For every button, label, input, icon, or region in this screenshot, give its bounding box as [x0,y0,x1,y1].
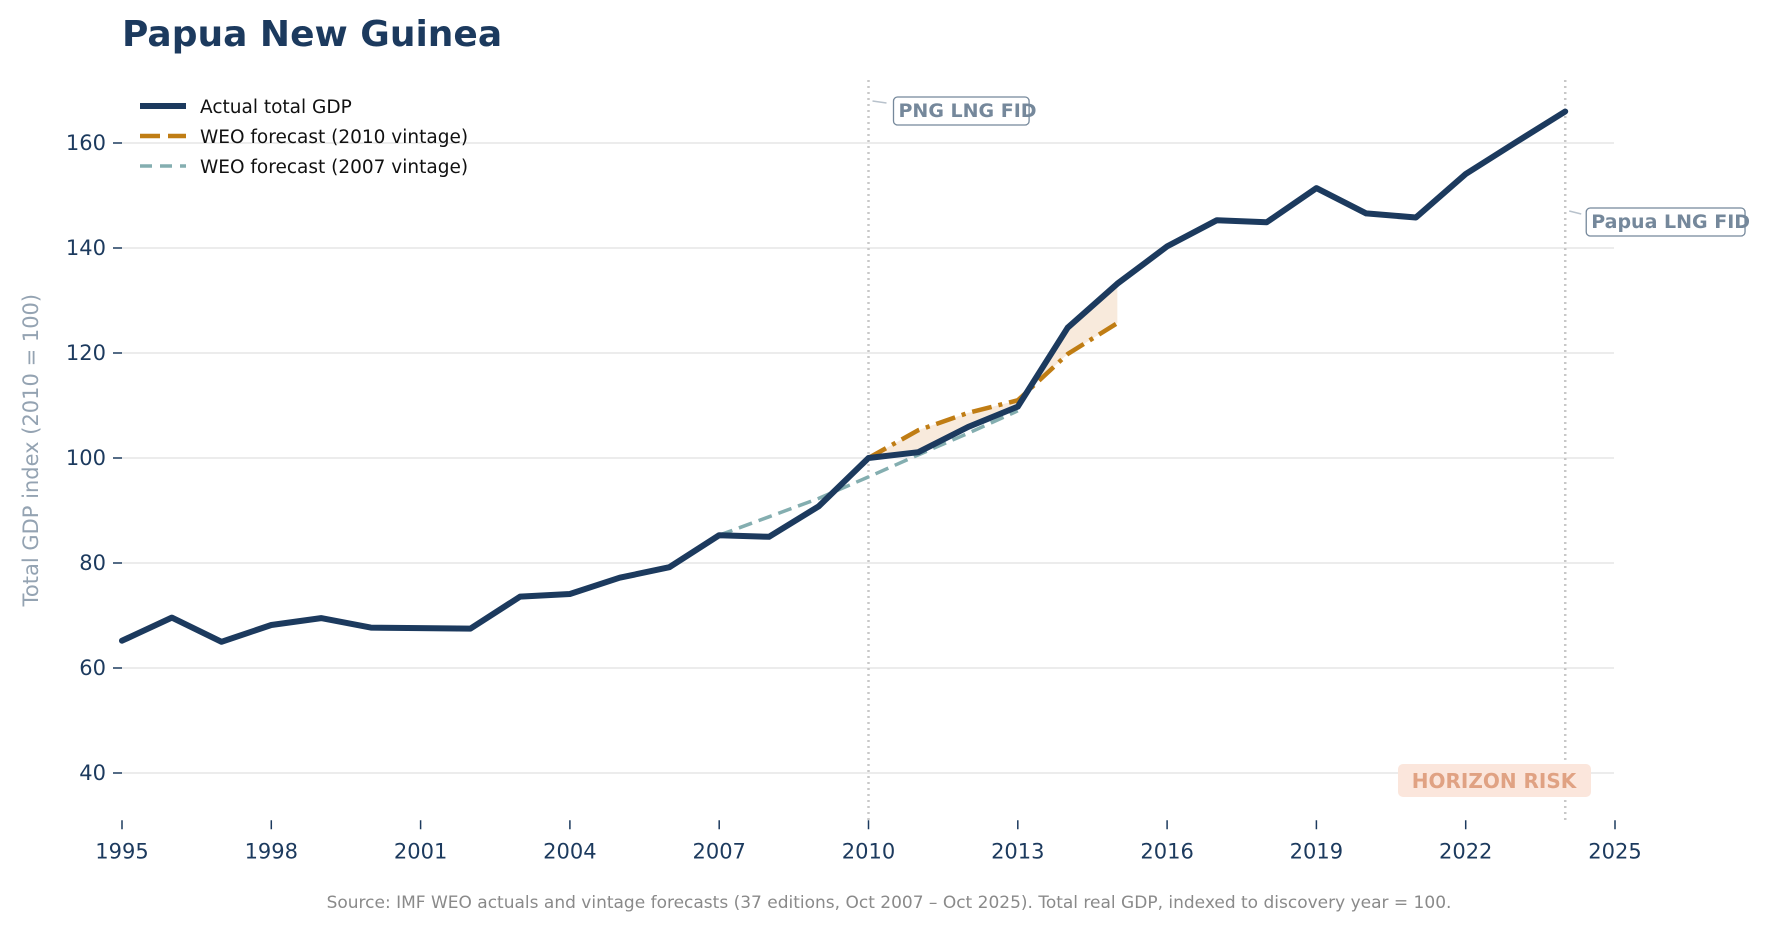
forecast-gap-area [868,283,1118,458]
forecast-gap-fill [868,283,1118,458]
data-point-s0-2020 [1363,210,1369,216]
legend-label-1: WEO forecast (2010 vintage) [200,127,468,148]
data-point-s0-2006 [666,564,672,570]
gdp-line-chart: 40 60 80 100 120 140 160 1995 1998 2001 2004 2007 20… [19,80,1750,863]
legend-label-2: WEO forecast (2007 vintage) [200,157,468,178]
marker-label-png-lng-text: PNG LNG FID [899,100,1037,122]
x-tick-label-1995: 1995 [95,839,148,863]
y-tick-label-140: 140 [66,236,106,260]
data-point-s0-2021 [1413,215,1419,221]
data-point-s0-2004 [567,591,573,597]
data-point-s0-2022 [1463,171,1469,177]
data-point-s0-2001 [418,625,424,631]
data-point-s0-2019 [1313,185,1319,191]
y-tick-label-60: 60 [79,656,106,680]
data-point-s2-2009 [816,495,822,501]
data-point-s0-2023 [1512,139,1518,145]
data-point-s0-2003 [517,594,523,600]
y-axis-label: Total GDP index (2010 = 100) [19,294,43,608]
data-point-s1-2015 [1114,320,1120,326]
data-point-s0-2014 [1065,325,1071,331]
legend-item-1: WEO forecast (2010 vintage) [140,127,468,148]
series-line-actual [119,108,1569,645]
series-line-weo-2007 [718,409,1019,537]
horizon-risk-bg [1398,764,1591,797]
data-point-s0-1995 [119,638,125,644]
data-point-s0-1997 [219,639,225,645]
data-point-s1-2010 [866,455,872,461]
data-point-s2-2012 [965,430,971,436]
data-point-s0-2018 [1264,219,1270,225]
data-point-s0-2012 [965,424,971,430]
horizon-risk-badge: HORIZON RISK [1398,764,1591,797]
data-point-s1-2014 [1065,351,1071,357]
marker-label-papua-lng: Papua LNG FID [1585,207,1750,237]
legend-label-0: Actual total GDP [200,97,352,118]
data-point-s0-2024 [1562,109,1568,115]
x-tick-label-2013: 2013 [991,839,1044,863]
data-point-s1-2012 [965,410,971,416]
x-tick-label-2001: 2001 [394,839,447,863]
data-point-s1-2011 [915,427,921,433]
data-point-s0-1999 [318,615,324,621]
data-point-s0-2005 [617,575,623,581]
marker-label-png-lng: PNG LNG FID [892,96,1037,126]
x-tick-label-2025: 2025 [1588,839,1641,863]
data-point-s0-2002 [467,626,473,632]
x-tick-label-2007: 2007 [692,839,745,863]
y-tick-label-100: 100 [66,446,106,470]
legend-item-2: WEO forecast (2007 vintage) [140,157,468,178]
x-tick-label-2019: 2019 [1290,839,1343,863]
series-layer [119,108,1569,645]
data-point-s2-2008 [766,514,772,520]
source-note: Source: IMF WEO actuals and vintage fore… [326,893,1452,913]
data-point-s0-1996 [169,615,175,621]
vertical-markers [867,80,1567,821]
data-point-s0-1998 [268,622,274,628]
marker-label-papua-lng-text: Papua LNG FID [1591,211,1750,233]
x-tick-label-2022: 2022 [1439,839,1492,863]
legend-item-0: Actual total GDP [140,97,352,118]
data-point-s1-2013 [1015,397,1021,403]
series-line-weo-2010 [867,321,1119,460]
annotations: PNG LNG FID Papua LNG FID HORIZON RISK [872,96,1750,797]
data-point-s0-2008 [766,534,772,540]
data-point-s0-2017 [1214,217,1220,223]
x-tick-label-2016: 2016 [1140,839,1193,863]
data-point-s2-2013 [1015,408,1021,414]
data-point-s2-2011 [915,452,921,458]
marker-label-png-lng-box [892,96,1030,126]
horizon-risk-text: HORIZON RISK [1412,769,1578,793]
data-point-s0-2000 [368,625,374,631]
y-tick-label-40: 40 [79,761,106,785]
y-tick-label-120: 120 [66,341,106,365]
y-tick-label-160: 160 [66,131,106,155]
data-point-s2-2010 [866,474,872,480]
legend: Actual total GDP WEO forecast (2010 vinta… [140,97,468,178]
data-point-s2-2007 [716,532,722,538]
data-point-s0-2015 [1114,281,1120,287]
y-tick-label-80: 80 [79,551,106,575]
marker-label-papua-lng-box [1585,207,1746,237]
marker-leader-0 [872,100,887,104]
x-tick-label-2004: 2004 [543,839,596,863]
x-tick-label-2010: 2010 [842,839,895,863]
axes: 40 60 80 100 120 140 160 1995 1998 2001 2004 2007 20… [19,131,1642,863]
marker-leader-1 [1569,210,1582,215]
data-point-s0-2016 [1164,243,1170,249]
x-tick-label-1998: 1998 [245,839,298,863]
data-point-s0-2009 [816,503,822,509]
chart-title: Papua New Guinea [122,14,503,55]
